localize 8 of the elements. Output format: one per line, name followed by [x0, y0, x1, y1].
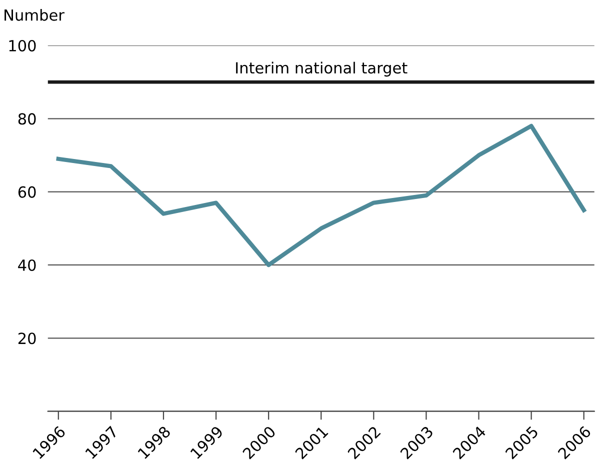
y-axis-title: Number — [4, 9, 64, 21]
ref-line-label: Interim national target — [236, 62, 408, 77]
y-tick-label: 60 — [18, 186, 36, 198]
y-tick-label: 20 — [18, 332, 36, 344]
line-series — [56, 124, 586, 268]
y-tick-label: 40 — [18, 259, 36, 272]
y-tick-label: 100 — [9, 40, 36, 52]
y-tick-label: 80 — [18, 113, 36, 125]
